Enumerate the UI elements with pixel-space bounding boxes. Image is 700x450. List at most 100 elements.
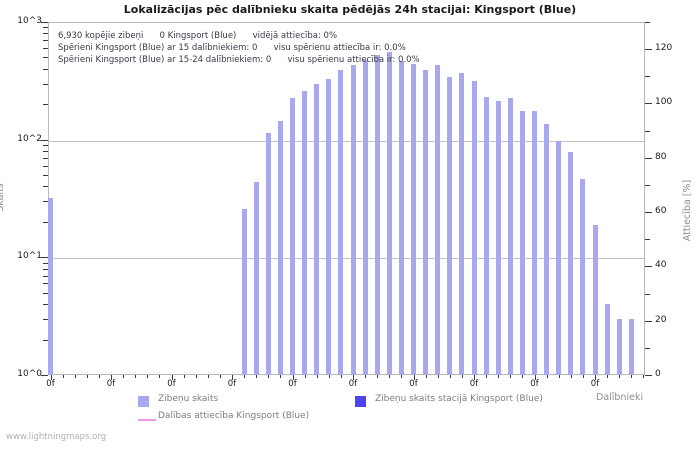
y-tick-minor bbox=[43, 175, 48, 177]
bar[interactable] bbox=[568, 152, 574, 375]
x-tick-minor bbox=[98, 375, 100, 378]
bar[interactable] bbox=[290, 98, 295, 375]
bar[interactable] bbox=[483, 97, 489, 375]
bar[interactable] bbox=[398, 60, 404, 375]
x-tick-minor bbox=[159, 375, 161, 378]
y-tick-minor bbox=[43, 283, 48, 285]
x-tick-major bbox=[474, 375, 475, 380]
x-axis-label: 0f bbox=[530, 379, 539, 389]
x-tick-minor bbox=[123, 375, 125, 378]
bar[interactable] bbox=[241, 208, 247, 375]
y-tick-right-major bbox=[645, 103, 652, 105]
bar-series-container bbox=[48, 22, 645, 375]
y-axis-label-left: 10^2 bbox=[17, 133, 42, 144]
x-tick-minor bbox=[244, 375, 246, 378]
x-tick-minor bbox=[219, 375, 221, 378]
bar[interactable] bbox=[411, 63, 416, 375]
y-tick-right-major bbox=[645, 375, 652, 376]
bar[interactable] bbox=[459, 72, 465, 375]
bar[interactable] bbox=[338, 70, 344, 375]
y-tick-right-major bbox=[645, 320, 652, 322]
y-tick-minor bbox=[43, 292, 48, 294]
y-tick-major-1e2 bbox=[41, 139, 48, 141]
x-tick-minor bbox=[643, 375, 645, 378]
y-axis-label-right: 20 bbox=[655, 314, 667, 325]
bar[interactable] bbox=[374, 55, 380, 375]
y-tick-right-minor bbox=[645, 22, 650, 23]
y-tick-right-minor bbox=[645, 347, 650, 349]
x-axis-label: 0f bbox=[106, 379, 116, 389]
x-axis-label: 0f bbox=[167, 379, 176, 389]
bar[interactable] bbox=[580, 179, 586, 375]
x-axis-title: Dalībnieki bbox=[596, 392, 644, 403]
y-axis-label-right: 120 bbox=[655, 43, 673, 54]
x-tick-minor bbox=[401, 375, 403, 378]
bar[interactable] bbox=[350, 65, 356, 375]
x-axis-label: 0f bbox=[590, 379, 600, 389]
bar[interactable] bbox=[471, 81, 477, 375]
x-tick-minor bbox=[498, 375, 500, 378]
x-tick-minor bbox=[437, 375, 439, 378]
x-axis-label: 0f bbox=[348, 379, 358, 389]
bar[interactable] bbox=[556, 141, 562, 375]
y-tick-minor bbox=[43, 151, 48, 153]
bar[interactable] bbox=[604, 304, 610, 375]
bar[interactable] bbox=[362, 59, 368, 375]
bar[interactable] bbox=[507, 98, 513, 375]
bar[interactable] bbox=[326, 78, 332, 375]
bar[interactable] bbox=[532, 111, 537, 375]
x-tick-major bbox=[292, 375, 294, 380]
bar[interactable] bbox=[519, 111, 525, 375]
x-tick-minor bbox=[486, 375, 488, 378]
x-tick-minor bbox=[207, 375, 209, 378]
y-tick-minor bbox=[43, 201, 48, 203]
bar[interactable] bbox=[302, 90, 308, 375]
legend-color-swatch bbox=[355, 396, 366, 407]
bar[interactable] bbox=[423, 70, 429, 375]
bar[interactable] bbox=[253, 181, 259, 375]
bar[interactable] bbox=[592, 224, 598, 375]
y-tick-right-major bbox=[645, 49, 652, 51]
y-tick-minor bbox=[43, 318, 48, 320]
bar[interactable] bbox=[616, 318, 622, 375]
x-tick-major bbox=[413, 375, 415, 380]
y-tick-right-minor bbox=[645, 184, 650, 186]
bar[interactable] bbox=[265, 132, 271, 375]
x-tick-minor bbox=[546, 375, 548, 378]
y-tick-minor bbox=[43, 33, 48, 35]
y-tick-minor bbox=[43, 27, 48, 29]
x-tick-minor bbox=[316, 375, 318, 378]
bar[interactable] bbox=[544, 124, 550, 375]
y-tick-major-1e3 bbox=[41, 22, 48, 23]
y-axis-label-left: 10^1 bbox=[17, 251, 42, 262]
y-tick-right-major bbox=[645, 157, 652, 159]
bar[interactable] bbox=[495, 100, 501, 375]
bar[interactable] bbox=[447, 77, 453, 375]
x-tick-minor bbox=[304, 375, 306, 378]
x-tick-minor bbox=[510, 375, 512, 378]
y-axis-label-left: 10^0 bbox=[17, 369, 42, 379]
y-tick-right-minor bbox=[645, 293, 650, 295]
y-tick-minor bbox=[43, 83, 48, 85]
bar[interactable] bbox=[48, 197, 53, 375]
x-tick-major bbox=[171, 375, 173, 380]
x-tick-minor bbox=[268, 375, 270, 378]
gridline-1e1 bbox=[49, 258, 644, 260]
bar[interactable] bbox=[435, 65, 441, 375]
x-tick-minor bbox=[461, 375, 463, 378]
y-tick-right-minor bbox=[645, 239, 650, 241]
y-tick-minor bbox=[43, 339, 48, 341]
bar[interactable] bbox=[386, 51, 392, 375]
bar[interactable] bbox=[628, 318, 634, 375]
y-tick-minor bbox=[43, 40, 48, 42]
bar[interactable] bbox=[314, 83, 320, 375]
y-tick-right-major bbox=[645, 212, 652, 214]
y-axis-label-right: 0 bbox=[655, 369, 661, 379]
y-tick-minor bbox=[43, 268, 48, 270]
y-tick-minor bbox=[43, 165, 48, 167]
bar[interactable] bbox=[277, 120, 283, 375]
x-tick-major bbox=[111, 375, 112, 380]
y-tick-minor bbox=[43, 157, 48, 159]
y-tick-minor bbox=[43, 275, 48, 277]
